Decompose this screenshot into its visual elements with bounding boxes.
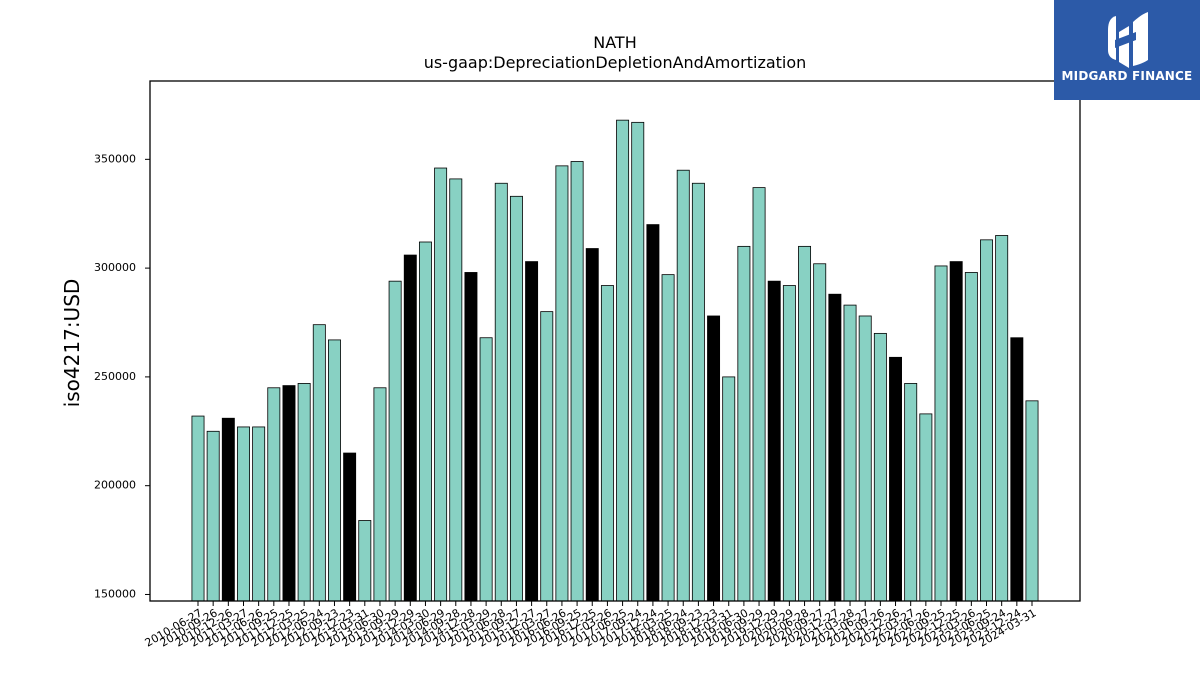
bar-2020-03-29 bbox=[782, 285, 796, 602]
bar-2017-06-25 bbox=[616, 119, 630, 602]
bar-2018-06-24 bbox=[676, 169, 690, 602]
bar-2014-09-28 bbox=[449, 178, 463, 602]
y-tick-label: 300000 bbox=[94, 261, 136, 274]
bar-2013-03-31 bbox=[358, 520, 372, 602]
bar-2021-03-28 bbox=[843, 304, 857, 602]
bar-2023-06-25 bbox=[980, 239, 993, 602]
bar-2017-12-24 bbox=[646, 224, 660, 602]
bar-2017-03-26 bbox=[600, 285, 614, 602]
bar-2023-12-24 bbox=[1010, 337, 1024, 602]
bar-2010-12-26 bbox=[221, 417, 235, 602]
bar-2020-12-27 bbox=[828, 293, 842, 602]
bar-2019-03-31 bbox=[722, 376, 736, 602]
bar-2013-09-29 bbox=[388, 280, 402, 602]
bar-2011-03-27 bbox=[237, 426, 250, 602]
bar-2019-06-30 bbox=[737, 245, 751, 602]
bar-2021-09-26 bbox=[873, 332, 887, 602]
bar-2023-09-24 bbox=[995, 235, 1009, 602]
bar-2014-06-29 bbox=[434, 167, 448, 602]
y-axis-ticks: 150000 200000 250000 300000 350000 bbox=[94, 152, 150, 600]
y-tick-label: 250000 bbox=[94, 370, 136, 383]
bar-2016-09-25 bbox=[570, 161, 584, 602]
plot-frame bbox=[149, 80, 1081, 602]
bar-2016-06-26 bbox=[555, 165, 569, 602]
bar-2014-12-28 bbox=[464, 272, 478, 602]
y-axis-label: iso4217:USD bbox=[60, 279, 84, 408]
bar-2015-03-29 bbox=[479, 337, 493, 602]
bar-2011-06-26 bbox=[252, 426, 266, 602]
brand-logo: MIDGARD FINANCE bbox=[1054, 0, 1200, 100]
bar-2023-03-26 bbox=[964, 272, 978, 602]
bar-2018-03-25 bbox=[661, 274, 675, 602]
bar-2022-09-25 bbox=[934, 265, 948, 602]
bar-2015-09-27 bbox=[509, 195, 523, 602]
bar-2014-03-30 bbox=[418, 241, 432, 602]
chart-title: NATH bbox=[593, 33, 636, 52]
x-axis-ticks: 2010-06-272010-09-262010-12-262011-03-27… bbox=[143, 601, 1039, 650]
y-tick-label: 200000 bbox=[94, 479, 136, 492]
bars-group bbox=[191, 119, 1039, 602]
bar-2011-09-25 bbox=[267, 387, 281, 602]
bar-2021-12-26 bbox=[889, 356, 902, 602]
bar-2012-03-25 bbox=[297, 383, 311, 602]
midgard-logo-icon bbox=[1108, 12, 1148, 68]
bar-2019-12-29 bbox=[767, 280, 781, 602]
y-tick-label: 150000 bbox=[94, 587, 136, 600]
bar-2017-09-24 bbox=[631, 121, 645, 602]
bar-2018-12-23 bbox=[707, 315, 721, 602]
bar-2016-12-25 bbox=[585, 248, 599, 602]
bar-2016-03-27 bbox=[540, 311, 554, 602]
bar-2012-06-24 bbox=[312, 324, 326, 602]
logo-text: MIDGARD FINANCE bbox=[1061, 69, 1193, 83]
bar-2015-06-28 bbox=[494, 182, 508, 602]
bar-2010-06-27 bbox=[191, 415, 205, 602]
chart-subtitle: us-gaap:DepreciationDepletionAndAmortiza… bbox=[424, 53, 807, 72]
bar-2022-06-26 bbox=[919, 413, 933, 602]
bar-2011-12-25 bbox=[282, 385, 296, 602]
bar-2024-03-31 bbox=[1025, 400, 1039, 602]
bar-2010-09-26 bbox=[206, 430, 220, 602]
bar-2012-12-23 bbox=[343, 452, 357, 602]
bar-2022-12-25 bbox=[949, 261, 963, 602]
bar-2013-12-29 bbox=[403, 254, 417, 602]
bar-2020-06-28 bbox=[798, 245, 812, 602]
bar-2013-06-30 bbox=[373, 387, 387, 602]
bar-2020-09-27 bbox=[813, 263, 827, 602]
bar-2021-06-27 bbox=[858, 315, 872, 602]
y-tick-label: 350000 bbox=[94, 152, 136, 165]
bar-2018-09-23 bbox=[691, 182, 705, 602]
bar-2015-12-27 bbox=[525, 261, 539, 602]
bar-2019-09-29 bbox=[752, 187, 766, 602]
bar-2012-09-23 bbox=[328, 339, 341, 602]
bar-2022-03-27 bbox=[904, 383, 918, 602]
